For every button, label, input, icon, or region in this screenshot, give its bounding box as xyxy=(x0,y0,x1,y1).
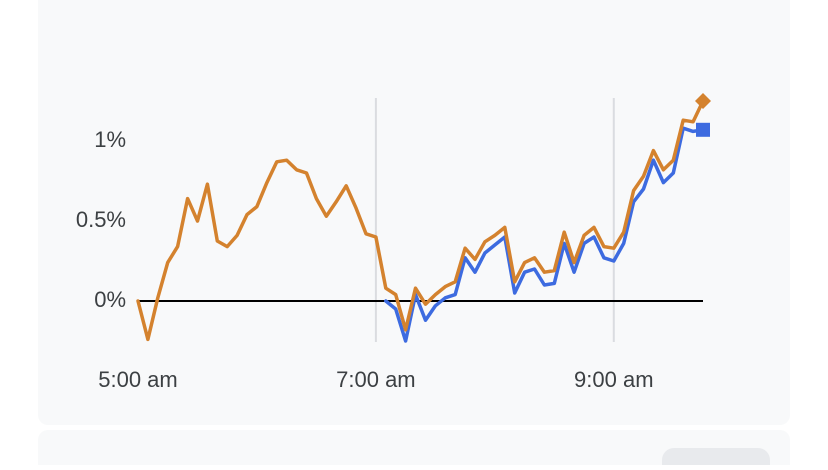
line xyxy=(384,126,705,343)
end-marker xyxy=(695,93,711,109)
y-tick-label: 0% xyxy=(94,287,126,312)
plot: 5:00 am 7:00 am 9:00 am 0% 0.5% 1% xyxy=(76,93,711,392)
button[interactable] xyxy=(662,448,770,470)
bottom-card xyxy=(38,430,790,470)
line xyxy=(136,99,705,342)
chart-card xyxy=(38,0,790,425)
y-tick-label: 0.5% xyxy=(76,207,126,232)
y-tick-label: 1% xyxy=(94,127,126,152)
end-marker xyxy=(696,122,710,137)
x-tick-label: 9:00 am xyxy=(574,367,654,392)
x-tick-label: 5:00 am xyxy=(98,367,178,392)
x-tick-label: 7:00 am xyxy=(336,367,416,392)
